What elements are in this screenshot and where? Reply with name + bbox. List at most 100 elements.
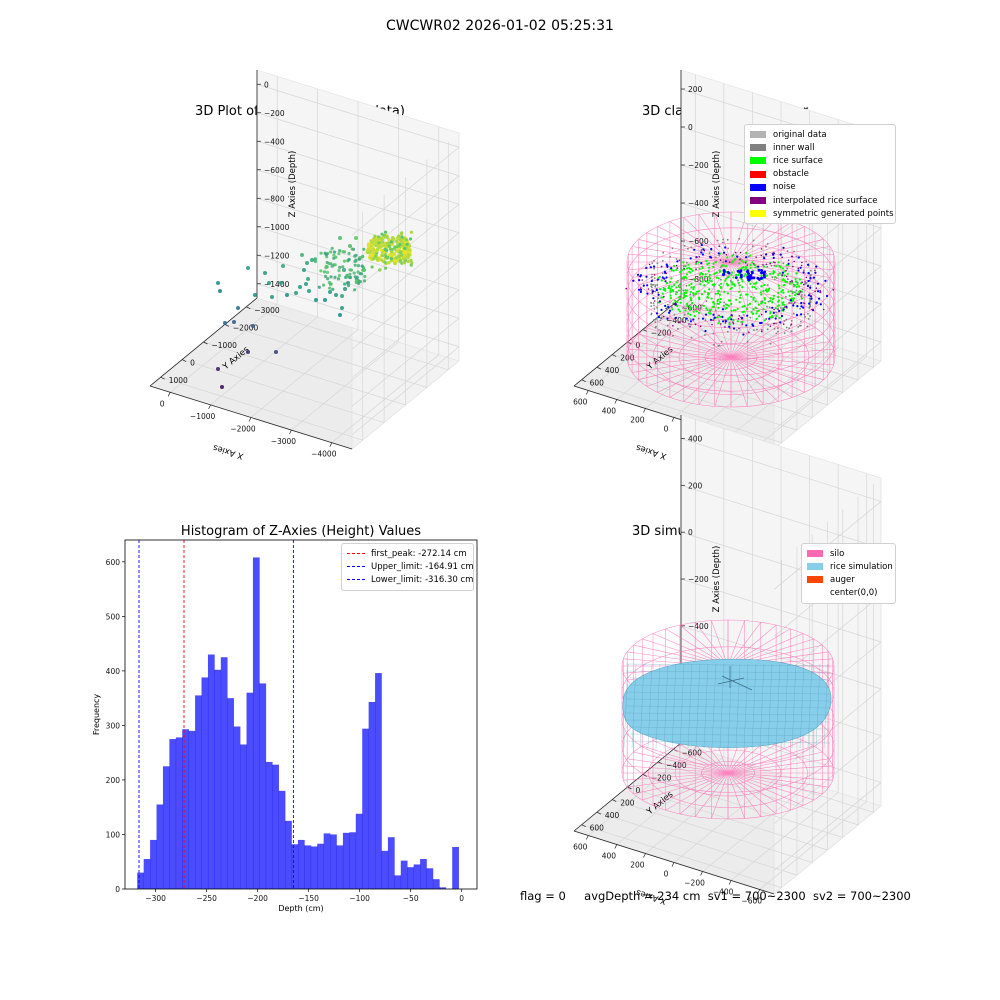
raw-point — [342, 268, 346, 272]
inner-wall-point — [654, 318, 657, 321]
rice-surface-point — [744, 260, 748, 263]
raw-point — [330, 264, 334, 268]
inner-wall-point — [809, 269, 812, 272]
inner-wall-point — [808, 297, 811, 300]
inner-wall-point — [799, 307, 801, 310]
raw-point — [369, 246, 373, 251]
raw-point — [323, 298, 327, 302]
rice-surface-point — [670, 285, 673, 288]
raw-point — [317, 285, 321, 289]
raw-point — [400, 253, 404, 257]
rice-surface-point — [719, 286, 723, 289]
noise-point — [724, 246, 727, 249]
inner-wall-point — [687, 319, 689, 322]
rice-surface-point — [752, 298, 755, 301]
rice-surface-point — [707, 281, 710, 284]
legend-label: rice simulation — [830, 561, 893, 572]
raw-x-tick: −4000 — [311, 450, 337, 459]
interpolated-point — [703, 249, 706, 252]
rice-surface-point — [660, 279, 663, 282]
noise-point — [807, 272, 810, 275]
rice-surface-point — [772, 294, 776, 297]
inner-wall-point — [809, 305, 812, 308]
rice-surface-point — [716, 298, 720, 301]
rice-surface-point — [679, 271, 682, 274]
inner-wall-point — [800, 320, 802, 323]
rice-surface-point — [772, 272, 775, 275]
raw-point — [336, 277, 341, 281]
rice-surface-point — [736, 307, 739, 310]
inner-wall-point — [653, 277, 656, 280]
interpolated-point — [676, 267, 679, 269]
rice-surface-point — [686, 289, 689, 292]
inner-wall-point — [704, 319, 707, 322]
inner-wall-point — [682, 289, 685, 292]
noise-point — [646, 292, 649, 295]
interpolated-point — [769, 325, 772, 328]
rice-surface-point — [786, 272, 789, 275]
raw-point — [387, 253, 392, 257]
rice-surface-point — [790, 281, 794, 284]
noise-point — [655, 288, 658, 292]
rice-surface-point — [683, 291, 686, 295]
rice-surface-point — [788, 282, 792, 285]
raw-point — [362, 247, 366, 251]
raw-point — [398, 242, 402, 247]
rice-surface-point — [689, 298, 693, 301]
raw-point — [337, 269, 341, 273]
rice-surface-point — [659, 288, 662, 291]
noise-point — [796, 305, 799, 308]
noise-point — [655, 312, 659, 315]
inner-wall-point — [746, 340, 749, 343]
rice-surface-point — [762, 308, 765, 311]
inner-wall-point — [682, 265, 685, 268]
raw-point — [409, 263, 413, 267]
inner-wall-point — [786, 250, 789, 253]
rice-surface-point — [664, 289, 667, 292]
rice-surface-point — [680, 269, 683, 272]
rice-surface-point — [759, 291, 762, 294]
inner-wall-point — [672, 334, 674, 337]
interpolated-point — [718, 314, 720, 317]
raw-point — [375, 256, 379, 261]
rice-surface-point — [699, 277, 702, 280]
raw-point — [393, 245, 397, 249]
raw-point — [324, 274, 328, 278]
rice-surface-point — [712, 262, 715, 265]
figure-title: CWCWR02 2026-01-02 05:25:31 — [386, 18, 614, 34]
rice-surface-point — [687, 312, 690, 315]
noise-point — [819, 303, 822, 306]
raw-tick-labels: −4000−3000−2000−1000010000−1000−2000−300… — [160, 80, 337, 458]
raw-point — [313, 257, 317, 261]
raw-point — [343, 287, 347, 291]
inner-wall-point — [654, 326, 657, 329]
noise-point — [692, 318, 695, 321]
raw-point — [387, 241, 391, 245]
raw-point — [270, 295, 274, 299]
noise-point — [799, 313, 803, 316]
inner-wall-point — [773, 278, 776, 281]
inner-wall-point — [650, 283, 652, 285]
noise-point — [728, 325, 731, 328]
raw-point — [338, 265, 342, 269]
interpolated-point — [803, 283, 805, 286]
rice-surface-point — [788, 294, 791, 297]
rice-surface-point — [706, 296, 709, 299]
noise-point — [665, 276, 668, 279]
rice-surface-point — [795, 281, 798, 284]
rice-surface-point — [717, 306, 720, 309]
rice-surface-point — [717, 290, 720, 293]
rice-surface-point — [707, 270, 710, 273]
noise-point — [704, 313, 708, 316]
raw-point — [369, 239, 374, 244]
interpolated-point — [790, 323, 793, 326]
raw-point — [338, 313, 342, 317]
sim-x-tick: 200 — [630, 861, 645, 870]
raw-point — [322, 283, 326, 287]
inner-wall-point — [722, 238, 724, 241]
rice-surface-point — [741, 305, 744, 308]
raw-point — [366, 249, 370, 253]
raw-y-tick: −2000 — [233, 323, 259, 332]
rice-surface-point — [717, 292, 720, 295]
raw-point — [362, 279, 367, 283]
